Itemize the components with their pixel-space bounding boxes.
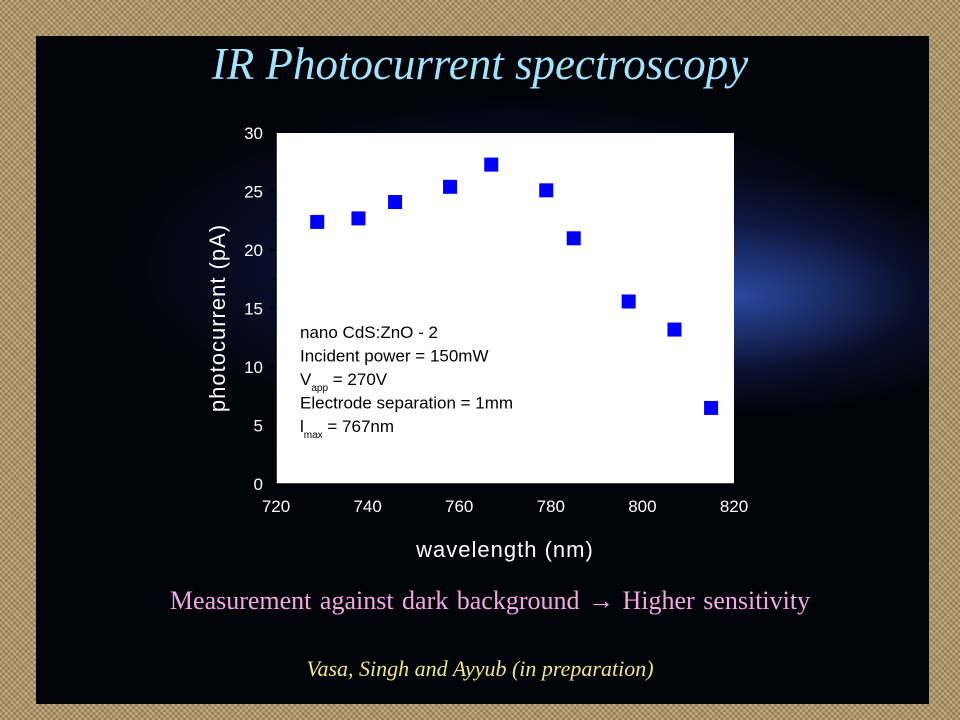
data-point — [566, 231, 581, 246]
plot-area — [276, 133, 734, 484]
x-axis-label: wavelength (nm) — [415, 537, 594, 562]
data-point — [484, 157, 499, 172]
caption-left: Measurement against dark background — [169, 586, 580, 615]
x-tick-label: 740 — [353, 497, 381, 516]
data-point — [621, 294, 636, 309]
y-tick-label: 10 — [244, 358, 263, 377]
y-tick-label: 0 — [254, 475, 263, 494]
data-point — [310, 214, 325, 229]
credit-line: Vasa, Singh and Ayyub (in preparation) — [306, 656, 654, 681]
x-tick-label: 820 — [720, 497, 748, 516]
x-tick-label: 800 — [628, 497, 656, 516]
annotation-line: lmax = 767nm — [300, 417, 394, 441]
y-tick-label: 15 — [244, 300, 263, 319]
data-points — [310, 157, 719, 415]
x-tick-label: 780 — [537, 497, 565, 516]
caption: Measurement against dark background → Hi… — [0, 586, 960, 616]
x-tick-label: 760 — [445, 497, 473, 516]
y-tick-label: 30 — [244, 124, 263, 143]
data-point — [443, 179, 458, 194]
annotation-box: nano CdS:ZnO - 2 Incident power = 150mW Va… — [300, 323, 513, 441]
arrow-icon: → — [588, 586, 614, 615]
y-tick-label: 5 — [254, 417, 263, 436]
y-axis-label: photocurrent (pA) — [205, 224, 230, 412]
caption-right: Higher sensitivity — [622, 586, 811, 615]
ticks: 720 740 760 780 800 820 0 5 10 15 20 25 30 — [244, 124, 748, 516]
data-point — [351, 211, 366, 226]
slide-title: IR Photocurrent spectroscopy — [211, 39, 749, 89]
data-point — [667, 322, 682, 337]
data-point — [539, 183, 554, 198]
annotation-line: nano CdS:ZnO - 2 — [300, 323, 438, 342]
data-point — [704, 400, 719, 415]
data-point — [388, 195, 403, 210]
y-tick-label: 25 — [244, 183, 263, 202]
annotation-line: Incident power = 150mW — [300, 347, 489, 366]
annotation-line: Vapp = 270V — [300, 370, 388, 394]
y-tick-label: 20 — [244, 241, 263, 260]
x-tick-label: 720 — [262, 497, 290, 516]
annotation-line: Electrode separation = 1mm — [300, 394, 513, 413]
